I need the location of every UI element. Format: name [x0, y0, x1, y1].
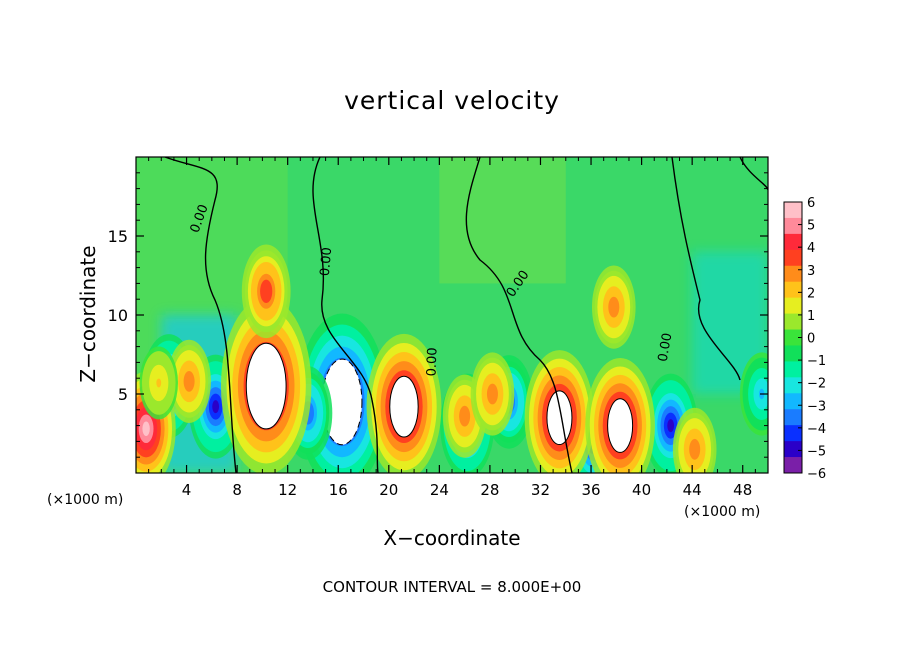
colorbar-tick-label: −6 [807, 467, 826, 482]
x-tick-label: 8 [232, 481, 242, 499]
velocity-field: 0.000.000.000.000.00 [136, 157, 768, 473]
x-unit-label-left: (×1000 m) [47, 492, 124, 508]
x-tick-label: 40 [632, 481, 651, 499]
updraft-cell [524, 350, 595, 473]
colorbar-swatch [784, 441, 802, 458]
updraft-cell-level [263, 285, 270, 298]
colorbar-tick-label: 4 [807, 241, 815, 256]
colorbar-swatch [784, 329, 802, 346]
colorbar-swatch [784, 202, 802, 219]
updraft-cell [241, 244, 291, 339]
colorbar-swatch [784, 377, 802, 394]
updraft-cell [672, 407, 717, 473]
zero-contour-line [465, 157, 573, 473]
updraft-cell [591, 265, 636, 349]
colorbar-swatch [784, 281, 802, 299]
x-tick-label: 12 [278, 481, 297, 499]
updraft-cell-level [611, 301, 617, 313]
x-tick-label: 20 [379, 481, 398, 499]
contour-label: 0.00 [318, 247, 335, 277]
updraft-cell-level [461, 410, 468, 422]
colorbar-swatch [784, 313, 802, 330]
field-band [439, 157, 566, 284]
updraft-cell-level [142, 421, 150, 436]
updraft-cell [167, 339, 211, 423]
downdraft-cell-level [667, 419, 675, 433]
colorbar-tick-label: −1 [807, 354, 826, 369]
y-tick-label: 5 [118, 385, 128, 404]
x-tick-label: 44 [683, 481, 702, 499]
contour-interval-note: CONTOUR INTERVAL = 8.000E+00 [322, 578, 582, 596]
updraft-cell [470, 352, 515, 436]
updraft-cell-saturated-core [245, 342, 287, 430]
updraft-cell [366, 333, 442, 473]
zero-contour-line [164, 157, 237, 473]
updraft-cell-saturated-core [607, 398, 634, 453]
chart-title: vertical velocity [344, 86, 560, 115]
x-tick-label: 36 [581, 481, 600, 499]
updraft-cell-level [489, 388, 496, 400]
y-tick-label: 15 [108, 227, 128, 246]
contour-label: 0.00 [425, 347, 441, 376]
colorbar-tick-label: 5 [807, 219, 815, 234]
colorbar-swatch [784, 265, 802, 283]
colorbar-tick-label: 0 [807, 332, 815, 347]
colorbar-tick-label: −3 [807, 399, 826, 414]
updraft-cell-level [156, 378, 162, 388]
colorbar-swatch [784, 409, 802, 426]
y-axis-label: Z−coordinate [76, 245, 100, 383]
colorbar-swatch [784, 233, 802, 251]
x-tick-label: 4 [182, 481, 192, 499]
updraft-cell-level [691, 444, 698, 455]
x-tick-label: 32 [531, 481, 550, 499]
colorbar-tick-label: 1 [807, 309, 815, 324]
x-tick-label: 28 [480, 481, 499, 499]
colorbar-tick-label: −5 [807, 444, 826, 459]
colorbar-tick-label: 2 [807, 286, 815, 301]
x-unit-label-right: (×1000 m) [684, 504, 761, 520]
updraft-cell [139, 346, 178, 420]
zero-contour-line [312, 157, 379, 473]
x-tick-label: 24 [430, 481, 449, 499]
downdraft-cell [739, 352, 768, 436]
colorbar-tick-label: 6 [807, 196, 815, 211]
x-tick-label: 16 [329, 481, 348, 499]
colorbar: 6 5 4 3 2 1 0 −1 −2 −3 −4 −5 −6 [783, 196, 826, 482]
updraft-cell-level [186, 376, 192, 387]
zero-contour-line [671, 157, 741, 381]
downdraft-cell-level [212, 400, 220, 414]
colorbar-tick-label: −4 [807, 422, 826, 437]
contour-label: 0.00 [656, 332, 676, 363]
updraft-cell-saturated-core [389, 375, 419, 438]
colorbar-tick-label: −2 [807, 377, 826, 392]
colorbar-swatch [784, 249, 802, 267]
colorbar-swatch [784, 361, 802, 378]
updraft-cell-saturated-core [546, 390, 573, 446]
colorbar-swatch [784, 297, 802, 314]
colorbar-swatch [784, 425, 802, 442]
colorbar-swatch [784, 217, 802, 235]
updraft-cell [221, 297, 312, 473]
colorbar-swatch [784, 393, 802, 410]
updraft-cell [585, 358, 655, 473]
colorbar-swatch [784, 457, 802, 474]
x-tick-label: 48 [733, 481, 752, 499]
colorbar-swatch [784, 345, 802, 362]
x-axis-label: X−coordinate [383, 526, 521, 550]
y-tick-label: 10 [108, 306, 128, 325]
colorbar-tick-label: 3 [807, 264, 815, 279]
